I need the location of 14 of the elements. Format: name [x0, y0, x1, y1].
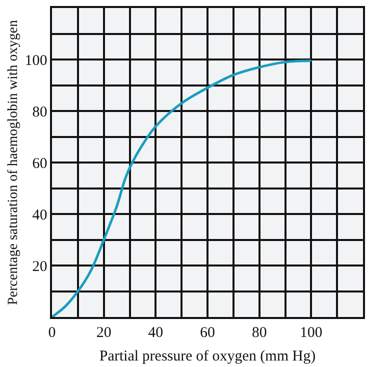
x-tick-label: 80 [252, 324, 267, 341]
x-tick-label: 20 [96, 324, 112, 341]
y-tick-label: 20 [32, 258, 48, 275]
x-axis-title: Partial pressure of oxygen (mm Hg) [99, 348, 316, 364]
line-series [52, 60, 312, 317]
x-tick-label: 40 [148, 324, 164, 341]
y-tick-label: 60 [32, 156, 48, 172]
y-tick-label: 80 [32, 104, 48, 120]
x-tick-label: 0 [48, 324, 56, 341]
y-tick-label: 40 [32, 207, 48, 224]
y-axis-title: Percentage saturation of haemoglobin with oxygen [6, 20, 21, 305]
y-tick-label: 100 [24, 52, 48, 69]
x-tick-label: 60 [200, 324, 215, 341]
x-tick-label: 100 [300, 324, 322, 341]
